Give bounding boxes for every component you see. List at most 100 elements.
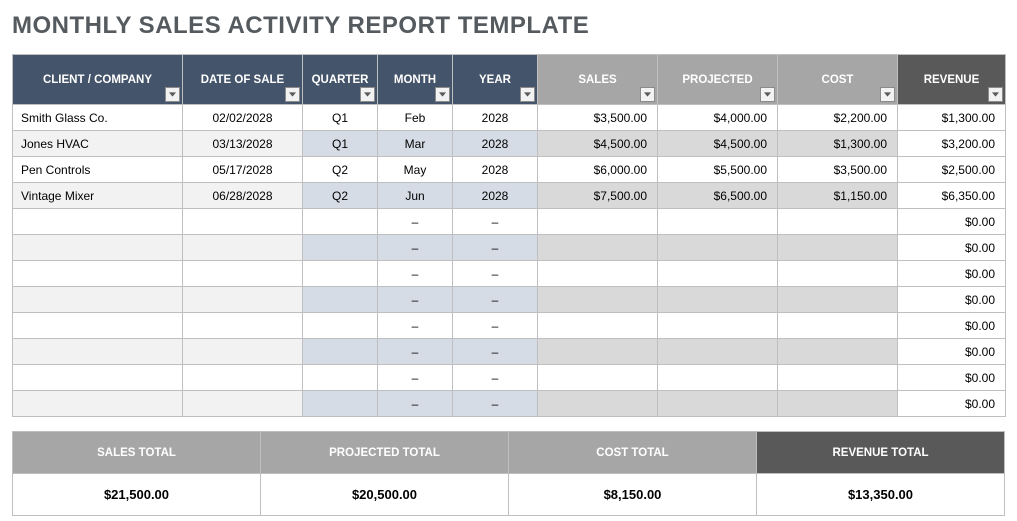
filter-dropdown-icon[interactable] — [520, 87, 535, 102]
cell-quarter[interactable] — [303, 365, 378, 391]
cell-client[interactable] — [13, 287, 183, 313]
cell-client[interactable] — [13, 365, 183, 391]
cell-quarter[interactable] — [303, 209, 378, 235]
filter-dropdown-icon[interactable] — [760, 87, 775, 102]
cell-month[interactable]: – — [378, 235, 453, 261]
cell-projected[interactable] — [658, 235, 778, 261]
cell-projected[interactable] — [658, 365, 778, 391]
filter-dropdown-icon[interactable] — [880, 87, 895, 102]
cell-projected[interactable] — [658, 391, 778, 417]
cell-revenue[interactable]: $2,500.00 — [898, 157, 1006, 183]
cell-sales[interactable] — [538, 235, 658, 261]
cell-year[interactable]: – — [453, 365, 538, 391]
cell-quarter[interactable] — [303, 261, 378, 287]
cell-revenue[interactable]: $0.00 — [898, 261, 1006, 287]
cell-revenue[interactable]: $0.00 — [898, 209, 1006, 235]
cell-sales[interactable]: $6,000.00 — [538, 157, 658, 183]
cell-date[interactable]: 02/02/2028 — [183, 105, 303, 131]
cell-client[interactable] — [13, 391, 183, 417]
cell-date[interactable]: 06/28/2028 — [183, 183, 303, 209]
cell-cost[interactable] — [778, 209, 898, 235]
cell-sales[interactable] — [538, 365, 658, 391]
cell-month[interactable]: May — [378, 157, 453, 183]
cell-quarter[interactable] — [303, 313, 378, 339]
filter-dropdown-icon[interactable] — [988, 87, 1003, 102]
cell-projected[interactable] — [658, 209, 778, 235]
cell-projected[interactable] — [658, 313, 778, 339]
cell-client[interactable] — [13, 235, 183, 261]
cell-sales[interactable]: $4,500.00 — [538, 131, 658, 157]
cell-quarter[interactable] — [303, 339, 378, 365]
cell-sales[interactable] — [538, 209, 658, 235]
cell-date[interactable] — [183, 209, 303, 235]
cell-revenue[interactable]: $3,200.00 — [898, 131, 1006, 157]
cell-year[interactable]: – — [453, 261, 538, 287]
cell-year[interactable]: 2028 — [453, 183, 538, 209]
cell-year[interactable]: – — [453, 287, 538, 313]
cell-month[interactable]: – — [378, 261, 453, 287]
cell-month[interactable]: – — [378, 339, 453, 365]
cell-month[interactable]: Feb — [378, 105, 453, 131]
cell-revenue[interactable]: $0.00 — [898, 235, 1006, 261]
cell-cost[interactable] — [778, 339, 898, 365]
cell-year[interactable]: – — [453, 391, 538, 417]
cell-date[interactable] — [183, 313, 303, 339]
cell-cost[interactable] — [778, 391, 898, 417]
cell-cost[interactable] — [778, 287, 898, 313]
cell-quarter[interactable] — [303, 391, 378, 417]
cell-sales[interactable]: $7,500.00 — [538, 183, 658, 209]
cell-client[interactable] — [13, 261, 183, 287]
cell-cost[interactable] — [778, 365, 898, 391]
cell-cost[interactable] — [778, 313, 898, 339]
cell-quarter[interactable] — [303, 235, 378, 261]
cell-cost[interactable] — [778, 235, 898, 261]
cell-year[interactable]: – — [453, 235, 538, 261]
cell-client[interactable] — [13, 209, 183, 235]
cell-sales[interactable] — [538, 261, 658, 287]
cell-projected[interactable] — [658, 261, 778, 287]
cell-month[interactable]: Mar — [378, 131, 453, 157]
cell-sales[interactable]: $3,500.00 — [538, 105, 658, 131]
cell-year[interactable]: – — [453, 313, 538, 339]
filter-dropdown-icon[interactable] — [435, 87, 450, 102]
cell-month[interactable]: – — [378, 287, 453, 313]
cell-projected[interactable]: $4,000.00 — [658, 105, 778, 131]
cell-date[interactable] — [183, 287, 303, 313]
cell-month[interactable]: – — [378, 365, 453, 391]
cell-revenue[interactable]: $1,300.00 — [898, 105, 1006, 131]
cell-sales[interactable] — [538, 391, 658, 417]
cell-client[interactable]: Vintage Mixer — [13, 183, 183, 209]
cell-date[interactable]: 05/17/2028 — [183, 157, 303, 183]
cell-date[interactable]: 03/13/2028 — [183, 131, 303, 157]
cell-date[interactable] — [183, 365, 303, 391]
cell-year[interactable]: – — [453, 209, 538, 235]
cell-client[interactable]: Jones HVAC — [13, 131, 183, 157]
cell-revenue[interactable]: $0.00 — [898, 287, 1006, 313]
cell-cost[interactable] — [778, 261, 898, 287]
cell-cost[interactable]: $1,150.00 — [778, 183, 898, 209]
cell-projected[interactable]: $6,500.00 — [658, 183, 778, 209]
filter-dropdown-icon[interactable] — [640, 87, 655, 102]
cell-quarter[interactable] — [303, 287, 378, 313]
cell-date[interactable] — [183, 391, 303, 417]
cell-revenue[interactable]: $0.00 — [898, 365, 1006, 391]
cell-date[interactable] — [183, 235, 303, 261]
cell-date[interactable] — [183, 339, 303, 365]
cell-year[interactable]: 2028 — [453, 157, 538, 183]
cell-projected[interactable]: $4,500.00 — [658, 131, 778, 157]
cell-quarter[interactable]: Q1 — [303, 131, 378, 157]
cell-revenue[interactable]: $0.00 — [898, 339, 1006, 365]
filter-dropdown-icon[interactable] — [165, 87, 180, 102]
cell-date[interactable] — [183, 261, 303, 287]
cell-sales[interactable] — [538, 339, 658, 365]
cell-month[interactable]: Jun — [378, 183, 453, 209]
cell-revenue[interactable]: $6,350.00 — [898, 183, 1006, 209]
cell-client[interactable]: Smith Glass Co. — [13, 105, 183, 131]
cell-quarter[interactable]: Q2 — [303, 157, 378, 183]
cell-client[interactable]: Pen Controls — [13, 157, 183, 183]
cell-sales[interactable] — [538, 287, 658, 313]
cell-month[interactable]: – — [378, 313, 453, 339]
cell-cost[interactable]: $2,200.00 — [778, 105, 898, 131]
cell-revenue[interactable]: $0.00 — [898, 391, 1006, 417]
cell-sales[interactable] — [538, 313, 658, 339]
